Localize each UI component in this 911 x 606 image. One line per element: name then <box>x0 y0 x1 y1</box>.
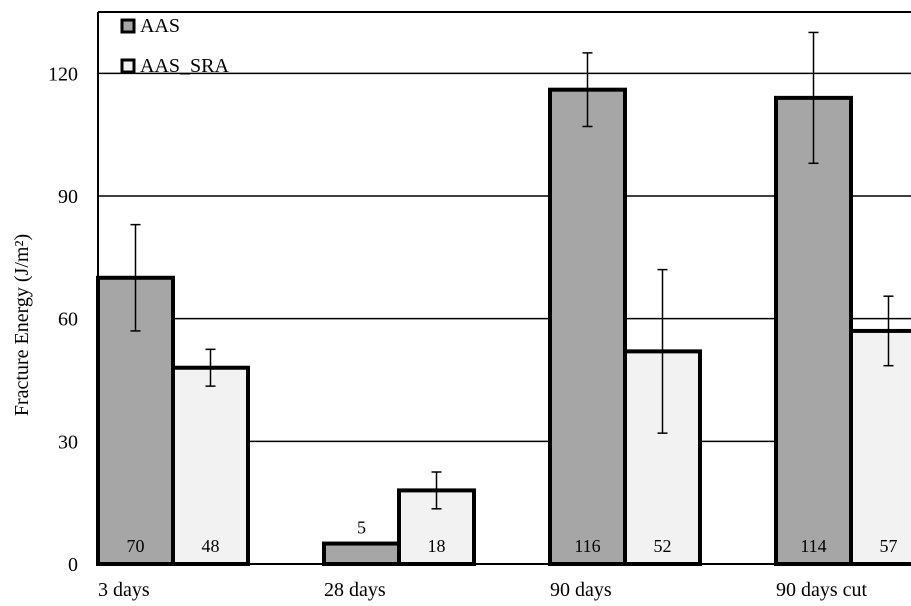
bars <box>96 87 911 566</box>
error-bars <box>130 31 894 510</box>
data-label: 18 <box>428 536 446 556</box>
data-label: 5 <box>357 518 366 538</box>
x-category-label: 28 days <box>324 579 386 601</box>
y-tick-label: 0 <box>68 554 78 576</box>
y-tick-label: 120 <box>48 63 78 85</box>
y-tick-label: 60 <box>58 309 78 331</box>
legend-swatch <box>120 58 136 74</box>
bar <box>548 87 627 566</box>
data-label: 52 <box>654 536 672 556</box>
y-axis-label: Fracture Energy (J/m²) <box>11 234 33 416</box>
bar <box>322 541 401 566</box>
legend-label: AAS_SRA <box>140 55 229 77</box>
bar <box>774 95 853 566</box>
bar <box>171 365 250 566</box>
data-label: 70 <box>127 536 145 556</box>
data-label: 48 <box>202 536 220 556</box>
legend-label: AAS <box>140 15 180 37</box>
axes: 0 30 60 90 120 3 days 28 days 90 days 90 days cu… <box>48 11 911 601</box>
legend-swatch <box>120 18 136 34</box>
data-label: 114 <box>800 536 826 556</box>
x-category-label: 90 days <box>550 579 612 601</box>
bar <box>849 328 911 566</box>
y-tick-label: 90 <box>58 186 78 208</box>
y-tick-label: 30 <box>58 431 78 453</box>
legend: AAS AAS_SRA <box>120 15 229 77</box>
x-category-label: 3 days <box>98 579 150 601</box>
data-label: 116 <box>574 536 600 556</box>
data-label: 57 <box>880 536 898 556</box>
x-category-label: 90 days cut <box>776 579 868 601</box>
data-labels: 70 48 5 18 116 52 114 57 <box>127 518 898 556</box>
